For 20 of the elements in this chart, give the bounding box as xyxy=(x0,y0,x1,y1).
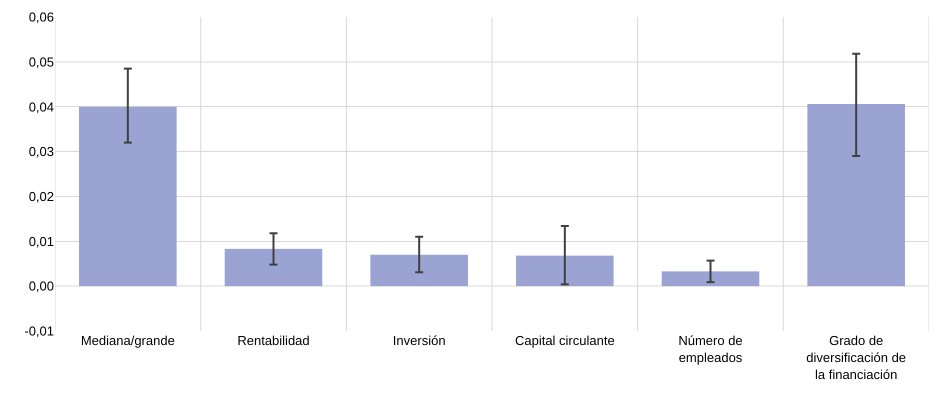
bar xyxy=(370,254,468,286)
y-tick-label: -0,01 xyxy=(24,324,54,339)
bar xyxy=(662,271,760,286)
bar xyxy=(79,106,177,286)
y-tick-label: 0,05 xyxy=(28,54,54,70)
x-tick-label: Mediana/grande xyxy=(80,333,175,348)
x-tick-label: Inversión xyxy=(392,333,446,348)
y-tick-label: 0,06 xyxy=(28,10,54,25)
bar xyxy=(516,256,614,286)
x-tick-label: Rentabilidad xyxy=(237,333,310,348)
bar xyxy=(807,104,905,286)
y-tick-label: 0,03 xyxy=(28,144,54,160)
y-tick-label: 0,02 xyxy=(28,188,54,204)
y-tick-label: 0,00 xyxy=(28,278,54,294)
x-tick-label: Grado de diversificación de la financiación xyxy=(806,333,906,382)
x-tick-label: Capital circulante xyxy=(514,333,615,348)
y-tick-label: 0,04 xyxy=(28,99,54,114)
bar xyxy=(224,248,322,286)
x-tick-label: Número de empleados xyxy=(678,333,743,365)
y-tick-label: 0,01 xyxy=(28,234,54,249)
